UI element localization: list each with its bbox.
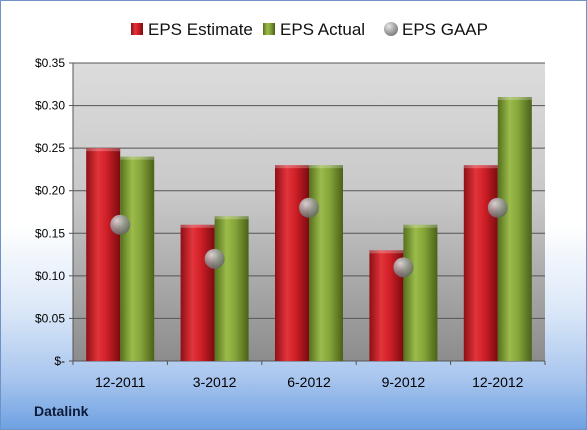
y-tick-label: $0.30: [35, 99, 65, 113]
legend-label: EPS Estimate: [148, 20, 253, 39]
bar-eps-actual: [403, 224, 438, 361]
x-tick-label: 12-2011: [95, 374, 146, 390]
y-tick-label: $0.10: [35, 269, 65, 283]
bar-eps-estimate: [463, 165, 498, 361]
bar-eps-estimate: [180, 224, 215, 361]
bar-highlight: [86, 148, 121, 152]
bar-highlight: [180, 224, 215, 228]
bar-highlight: [369, 250, 404, 254]
gaap-marker: [299, 197, 319, 218]
bar-highlight: [120, 156, 155, 160]
legend-label: EPS Actual: [280, 20, 365, 39]
gaap-marker: [110, 214, 131, 235]
x-tick-label: 9-2012: [382, 374, 426, 390]
y-tick-label: $0.05: [35, 311, 65, 325]
bar-highlight: [403, 224, 438, 228]
gaap-markers: [110, 197, 508, 278]
bar-highlight: [214, 216, 249, 220]
bar-eps-estimate: [275, 165, 309, 361]
x-tick-label: 12-2012: [472, 374, 524, 390]
bar-eps-actual: [497, 97, 532, 362]
bar-eps-actual: [309, 165, 343, 361]
gaap-marker: [204, 248, 225, 269]
bar-highlight: [275, 165, 309, 169]
legend: EPS Estimate EPS Actual EPS GAAP: [131, 20, 488, 39]
x-tick-label: 3-2012: [193, 374, 237, 390]
bar-highlight: [497, 97, 532, 101]
bar-highlight: [309, 165, 343, 169]
x-tick-label: 6-2012: [287, 374, 331, 390]
bar-eps-actual: [214, 216, 249, 361]
legend-swatch-eps-estimate: [131, 23, 143, 35]
bars: [86, 97, 532, 362]
legend-label: EPS GAAP: [402, 20, 488, 39]
y-tick-label: $-: [54, 354, 65, 368]
x-axis-ticks: 12-2011 3-2012 6-2012 9-2012 12-2012: [72, 361, 546, 390]
y-tick-label: $0.35: [35, 56, 65, 70]
bar-eps-estimate: [86, 148, 121, 361]
bar-eps-actual: [120, 156, 155, 361]
y-axis-ticks: $- $0.05 $0.10 $0.15 $0.20 $0.25 $0.30 $0.35: [35, 56, 65, 368]
y-tick-label: $0.25: [35, 141, 65, 155]
company-label: Datalink: [34, 403, 89, 419]
y-tick-label: $0.20: [35, 184, 65, 198]
legend-swatch-eps-gaap: [384, 22, 398, 36]
legend-swatch-eps-actual: [263, 23, 275, 35]
bar-highlight: [463, 165, 498, 169]
gaap-marker: [487, 197, 508, 218]
gaap-marker: [393, 257, 414, 278]
y-tick-label: $0.15: [35, 226, 65, 240]
